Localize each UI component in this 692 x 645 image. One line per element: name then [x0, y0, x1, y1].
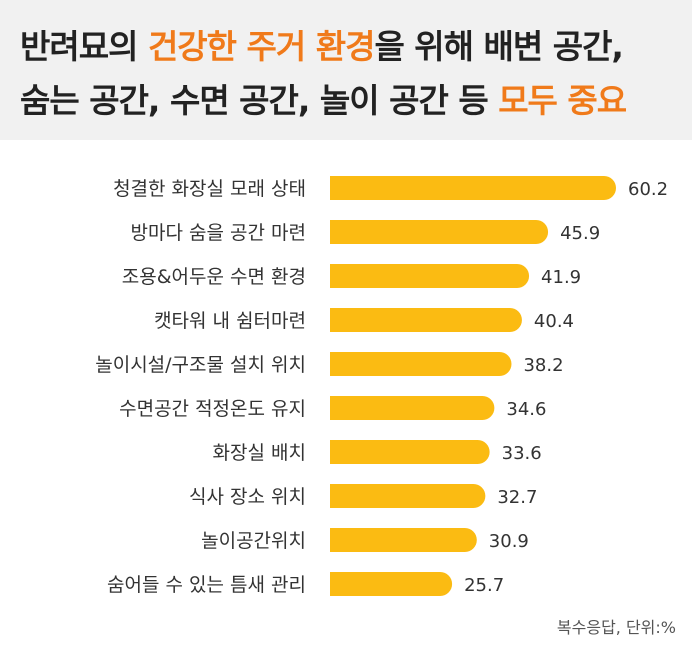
value-label: 25.7 — [464, 575, 504, 596]
title-line-1-pre: 반려묘의 — [20, 27, 148, 66]
bar-base — [330, 484, 342, 508]
bar-base — [330, 396, 342, 420]
bar-base — [330, 264, 342, 288]
bar-base — [330, 308, 342, 332]
title-line-1-highlight: 건강한 주거 환경 — [147, 27, 375, 66]
category-label: 수면공간 적정온도 유지 — [119, 398, 306, 420]
category-label: 조용&어두운 수면 환경 — [122, 266, 306, 288]
value-label: 30.9 — [489, 531, 529, 552]
title-line-2-pre: 숨는 공간, 수면 공간, 놀이 공간 등 — [20, 81, 499, 120]
bar — [330, 572, 453, 596]
value-label: 33.6 — [502, 443, 542, 464]
bar-base — [330, 528, 342, 552]
category-label: 놀이시설/구조물 설치 위치 — [95, 354, 306, 376]
value-label: 40.4 — [534, 311, 574, 332]
value-label: 45.9 — [560, 223, 600, 244]
bar-base — [330, 572, 342, 596]
bar — [330, 396, 495, 420]
bar-base — [330, 440, 342, 464]
bar-base — [330, 176, 342, 200]
bar — [330, 308, 522, 332]
bar — [330, 176, 616, 200]
value-label: 34.6 — [506, 399, 546, 420]
chart-header: 반려묘의 건강한 주거 환경을 위해 배변 공간, 숨는 공간, 수면 공간, … — [0, 0, 692, 140]
category-label: 청결한 화장실 모래 상태 — [113, 178, 306, 200]
title-line-2-highlight: 모두 중요 — [498, 81, 627, 120]
title-line-2: 숨는 공간, 수면 공간, 놀이 공간 등 모두 중요 — [20, 74, 627, 122]
bar — [330, 440, 490, 464]
bar — [330, 264, 530, 288]
title-line-1-post: 을 위해 배변 공간, — [374, 27, 624, 66]
category-label: 식사 장소 위치 — [189, 486, 306, 508]
bar — [330, 220, 549, 244]
value-label: 38.2 — [523, 355, 563, 376]
footnote: 복수응답, 단위:% — [556, 618, 676, 637]
bar-base — [330, 352, 342, 376]
value-label: 60.2 — [628, 179, 668, 200]
category-label: 화장실 배치 — [213, 442, 306, 464]
bar — [330, 484, 486, 508]
category-label: 놀이공간위치 — [201, 530, 306, 552]
title-line-1: 반려묘의 건강한 주거 환경을 위해 배변 공간, — [20, 20, 624, 68]
category-label: 방마다 숨을 공간 마련 — [131, 222, 306, 244]
bar — [330, 352, 512, 376]
value-label: 32.7 — [497, 487, 537, 508]
bar-base — [330, 220, 342, 244]
bar-chart: 청결한 화장실 모래 상태 60.2 방마다 숨을 공간 마련 45.9 조용&어두운 … — [95, 176, 668, 596]
category-label: 숨어들 수 있는 틈새 관리 — [107, 574, 306, 596]
category-label: 캣타워 내 쉼터마련 — [154, 310, 306, 332]
value-label: 41.9 — [541, 267, 581, 288]
bar — [330, 528, 477, 552]
